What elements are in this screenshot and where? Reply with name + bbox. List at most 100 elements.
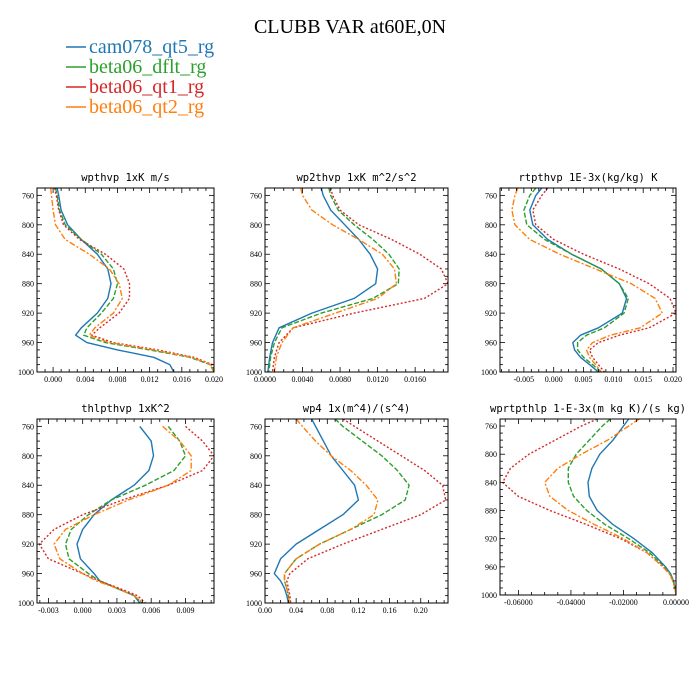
- legend: cam078_qt5_rgbeta06_dflt_rgbeta06_qt1_rg…: [66, 36, 214, 118]
- series-line-cam078_qt5_rg: [529, 188, 628, 372]
- panel-title: wprtpthlp 1-E-3x(m kg K)/(s kg): [490, 403, 686, 415]
- y-tick-label: 1000: [18, 599, 34, 608]
- series-line-beta06_dflt_rg: [64, 425, 187, 603]
- x-tick-label: -0.06000: [504, 598, 533, 607]
- y-tick-label: 880: [22, 280, 34, 289]
- series-line-beta06_dflt_rg: [523, 188, 629, 372]
- series-line-beta06_dflt_rg: [567, 419, 676, 595]
- panel-5: wp4 1x(m^4)/(s^4)76080084088092096010000…: [246, 403, 449, 615]
- panel-6: wprtpthlp 1-E-3x(m kg K)/(s kg) 760 800 840…: [481, 403, 689, 607]
- panel-title: rtpthvp 1E-3x(kg/kg) K: [518, 172, 658, 184]
- x-tick-label: 0.005: [575, 375, 593, 384]
- y-tick-label: 960: [250, 570, 262, 579]
- series-line-cam078_qt5_rg: [267, 188, 379, 372]
- x-tick-label: 0.020: [205, 375, 223, 384]
- y-tick-label: 760: [22, 191, 34, 200]
- y-tick-label: 880: [250, 511, 262, 520]
- y-tick-label: 880: [250, 280, 262, 289]
- series-line-beta06_qt1_rg: [286, 419, 447, 603]
- legend-label: beta06_dflt_rg: [89, 56, 206, 78]
- x-tick-label: 0.0160: [404, 375, 426, 384]
- panel-1: wpthvp 1xK m/s 760 800 840 880 920 960 1000 0.00…: [18, 172, 223, 384]
- series-line-beta06_qt2_rg: [283, 419, 379, 603]
- y-tick-label: 800: [250, 221, 262, 230]
- x-tick-label: -0.04000: [557, 598, 586, 607]
- plot-frame: [499, 418, 677, 596]
- x-tick-label: 0.000: [545, 375, 563, 384]
- y-tick-label: 960: [22, 339, 34, 348]
- y-tick-label: 760: [485, 191, 497, 200]
- y-tick-label: 840: [22, 481, 34, 490]
- x-tick-label: 0.008: [108, 375, 126, 384]
- legend-label: cam078_qt5_rg: [89, 36, 214, 58]
- y-tick-label: 840: [485, 250, 497, 259]
- panel-title: wp2thvp 1xK m^2/s^2: [296, 172, 416, 184]
- y-tick-label: 920: [22, 309, 34, 318]
- x-tick-label: 0.020: [664, 375, 682, 384]
- y-tick-label: 760: [485, 422, 497, 431]
- series-line-beta06_qt2_rg: [273, 188, 398, 372]
- y-tick-label: 840: [250, 250, 262, 259]
- y-tick-label: 760: [250, 422, 262, 431]
- x-tick-label: 0.003: [108, 606, 126, 615]
- series-line-beta06_qt2_rg: [511, 188, 663, 372]
- y-tick-label: 920: [22, 540, 34, 549]
- y-tick-label: 880: [22, 511, 34, 520]
- x-tick-label: 0.0080: [329, 375, 351, 384]
- y-tick-label: 1000: [481, 368, 497, 377]
- y-tick-label: 800: [250, 452, 262, 461]
- x-tick-label: 0.12: [351, 606, 365, 615]
- x-tick-label: 0.009: [176, 606, 194, 615]
- series-line-beta06_qt2_rg: [50, 188, 214, 372]
- y-tick-label: 1000: [246, 599, 262, 608]
- panel-3: rtpthvp 1E-3x(kg/kg) K 760 800 840 880 920 960…: [481, 172, 682, 384]
- y-tick-label: 800: [22, 221, 34, 230]
- y-tick-label: 840: [250, 481, 262, 490]
- panels: wpthvp 1xK m/s 760 800 840 880 920 960 1000 0.00…: [18, 172, 689, 615]
- y-tick-label: 960: [485, 339, 497, 348]
- y-tick-label: 1000: [18, 368, 34, 377]
- y-tick-label: 880: [485, 280, 497, 289]
- y-tick-label: 800: [485, 450, 497, 459]
- panel-title: wpthvp 1xK m/s: [81, 172, 170, 184]
- x-tick-label: -0.003: [38, 606, 59, 615]
- series-line-beta06_qt2_rg: [544, 419, 676, 595]
- x-tick-label: 0.08: [320, 606, 334, 615]
- y-tick-label: 840: [485, 478, 497, 487]
- series-line-beta06_dflt_rg: [268, 188, 400, 372]
- y-tick-label: 920: [485, 309, 497, 318]
- x-tick-label: -0.005: [514, 375, 535, 384]
- series-line-cam078_qt5_rg: [587, 419, 676, 595]
- y-tick-label: 1000: [481, 591, 497, 600]
- x-tick-label: 0.04: [289, 606, 303, 615]
- figure-title: CLUBB VAR at60E,0N: [254, 16, 446, 38]
- series-line-beta06_qt2_rg: [53, 425, 192, 603]
- x-tick-label: 0.016: [173, 375, 191, 384]
- panel-2: wp2thvp 1xK m^2/s^2 760 800 840 880 920 960 100…: [246, 172, 449, 384]
- plot-frame: [264, 187, 449, 373]
- series-line-beta06_dflt_rg: [283, 419, 410, 603]
- x-tick-label: 0.0040: [292, 375, 314, 384]
- series-line-cam078_qt5_rg: [273, 419, 360, 603]
- y-tick-label: 920: [250, 309, 262, 318]
- y-tick-label: 960: [250, 339, 262, 348]
- x-tick-label: 0.16: [383, 606, 397, 615]
- x-tick-label: 0.00000: [663, 598, 689, 607]
- plot-frame: [499, 187, 677, 373]
- legend-label: beta06_qt2_rg: [89, 96, 204, 118]
- plot-frame: [264, 418, 449, 604]
- panel-title: thlpthvp 1xK^2: [81, 403, 170, 415]
- x-tick-label: 0.004: [76, 375, 94, 384]
- series-line-beta06_qt1_rg: [532, 188, 676, 372]
- y-tick-label: 760: [22, 422, 34, 431]
- x-tick-label: 0.000: [74, 606, 92, 615]
- y-tick-label: 1000: [246, 368, 262, 377]
- y-tick-label: 800: [485, 221, 497, 230]
- y-tick-label: 840: [22, 250, 34, 259]
- y-tick-label: 960: [22, 570, 34, 579]
- y-tick-label: 760: [250, 191, 262, 200]
- x-tick-label: 0.006: [142, 606, 160, 615]
- panel-title: wp4 1x(m^4)/(s^4): [303, 403, 410, 415]
- x-tick-label: 0.000: [44, 375, 62, 384]
